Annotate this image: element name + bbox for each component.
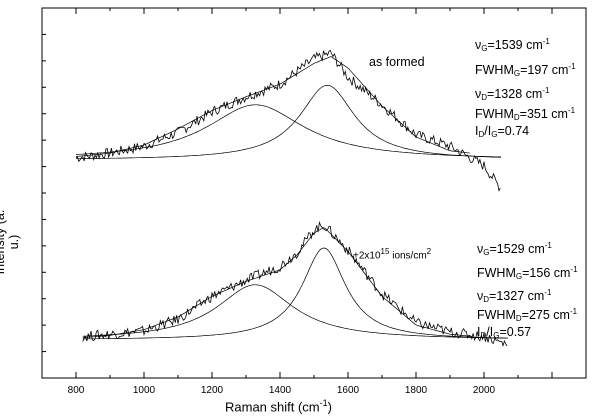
curve-fit-total-panel-2 xyxy=(82,227,473,339)
fwhmG-upper: FWHMG=197 cm-1 xyxy=(475,62,576,79)
curve-fit-total-panel-1 xyxy=(75,56,470,157)
panel-label-as-formed: as formed xyxy=(369,55,425,69)
nuD-upper: νD=1328 cm-1 xyxy=(475,86,550,103)
x-tick-label: 1200 xyxy=(201,385,224,396)
curves xyxy=(75,49,508,347)
panel-label-ions: +2x1015 ions/cm2 xyxy=(353,247,432,262)
fwhmD-lower: FWHMD=275 cm-1 xyxy=(477,307,578,324)
ratio-lower: ID/IG=0.57 xyxy=(477,325,532,340)
x-axis-label: Raman shift (cm-1) xyxy=(225,398,332,415)
y-axis-label: Intensity (a. u.) xyxy=(0,209,21,275)
curve-band-D-panel-1 xyxy=(75,104,501,158)
x-ticks: 800 1000 1200 1400 1600 1800 2000 xyxy=(41,8,587,396)
curve-spectrum-panel-1 xyxy=(75,49,501,192)
x-tick-label: 1800 xyxy=(405,385,428,396)
curve-band-G-panel-1 xyxy=(76,84,501,160)
curve-band-G-panel-2 xyxy=(82,247,508,340)
curve-band-D-panel-2 xyxy=(82,284,508,339)
fwhmD-upper: FWHMD=351 cm-1 xyxy=(475,106,576,123)
nuG-upper: νG=1539 cm-1 xyxy=(475,37,550,54)
nuD-lower: νD=1327 cm-1 xyxy=(477,288,552,305)
x-tick-label: 1600 xyxy=(337,385,360,396)
curve-spectrum-panel-2 xyxy=(82,220,508,347)
ratio-upper: ID/IG=0.74 xyxy=(475,124,530,139)
x-tick-label: 2000 xyxy=(473,385,496,396)
x-tick-label: 1400 xyxy=(269,385,292,396)
x-tick-label: 1000 xyxy=(133,385,156,396)
x-tick-label: 800 xyxy=(68,385,85,396)
nuG-lower: νG=1529 cm-1 xyxy=(477,241,552,258)
fwhmG-lower: FWHMG=156 cm-1 xyxy=(477,265,578,282)
